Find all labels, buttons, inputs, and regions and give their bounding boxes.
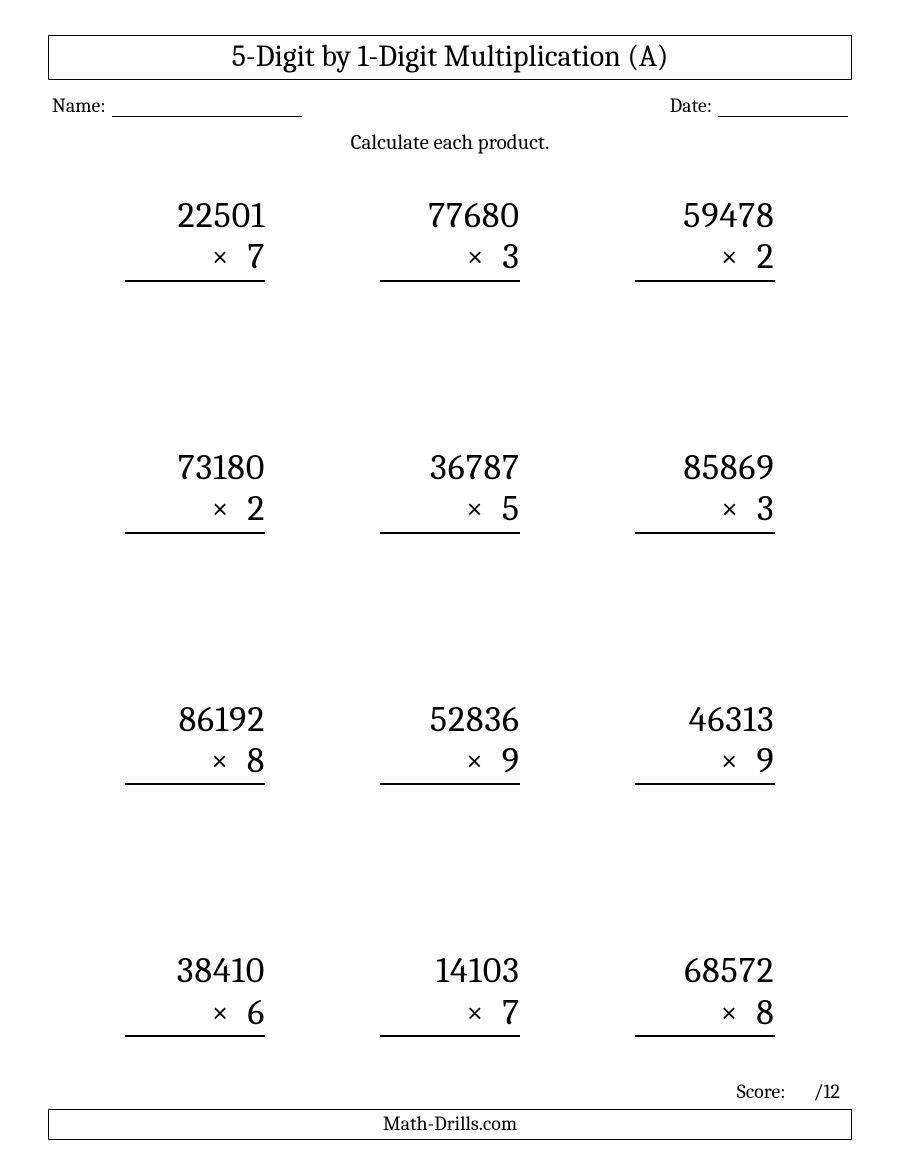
problem: 68572×8 — [612, 950, 797, 1072]
multiplier-row: ×5 — [380, 488, 520, 533]
multiplicand: 73180 — [125, 447, 265, 488]
date-field: Date: — [670, 94, 848, 117]
multiplier: 8 — [247, 740, 265, 781]
multiplicand: 68572 — [635, 950, 775, 991]
problems-grid: 22501×777680×359478×273180×236787×585869… — [48, 195, 852, 1072]
multiplier-row: ×7 — [125, 236, 265, 281]
multiplicand: 52836 — [380, 699, 520, 740]
multiplier: 7 — [502, 992, 520, 1033]
score-total: /12 — [814, 1080, 840, 1103]
multiply-icon: × — [467, 240, 485, 275]
problem: 59478×2 — [612, 195, 797, 317]
problem: 22501×7 — [103, 195, 288, 317]
multiplier: 3 — [757, 488, 775, 529]
multiplier: 3 — [502, 236, 520, 277]
multiplicand: 59478 — [635, 195, 775, 236]
multiplier-row: ×8 — [635, 992, 775, 1037]
multiplicand: 86192 — [125, 699, 265, 740]
score-row: Score: /12 — [48, 1080, 852, 1103]
problem: 46313×9 — [612, 699, 797, 821]
multiplier: 9 — [502, 740, 520, 781]
multiplier-row: ×9 — [380, 740, 520, 785]
multiplier-row: ×3 — [635, 488, 775, 533]
multiplicand: 14103 — [380, 950, 520, 991]
instruction-text: Calculate each product. — [48, 131, 852, 155]
multiplier: 2 — [757, 236, 775, 277]
multiplier: 9 — [756, 740, 774, 781]
multiply-icon: × — [721, 996, 739, 1031]
multiplier-row: ×2 — [635, 236, 775, 281]
multiply-icon: × — [212, 240, 230, 275]
multiplier: 7 — [247, 236, 265, 277]
problem: 52836×9 — [358, 699, 543, 821]
problem: 38410×6 — [103, 950, 288, 1072]
multiply-icon: × — [466, 996, 484, 1031]
name-field: Name: — [52, 94, 302, 117]
multiplier-row: ×6 — [125, 992, 265, 1037]
multiplier: 8 — [756, 992, 774, 1033]
score-label: Score: — [737, 1080, 786, 1103]
multiplier-row: ×7 — [380, 992, 520, 1037]
name-label: Name: — [52, 94, 106, 117]
multiplier-row: ×8 — [125, 740, 265, 785]
multiplier: 5 — [502, 488, 520, 529]
multiplier-row: ×9 — [635, 740, 775, 785]
problem: 86192×8 — [103, 699, 288, 821]
multiply-icon: × — [466, 492, 484, 527]
worksheet-page: 5-Digit by 1-Digit Multiplication (A) Na… — [0, 0, 900, 1165]
date-label: Date: — [670, 94, 712, 117]
page-title: 5-Digit by 1-Digit Multiplication (A) — [48, 35, 852, 80]
problem: 85869×3 — [612, 447, 797, 569]
multiplicand: 85869 — [635, 447, 775, 488]
multiplicand: 46313 — [635, 699, 775, 740]
date-blank-line[interactable] — [718, 97, 848, 117]
multiply-icon: × — [211, 744, 229, 779]
multiply-icon: × — [212, 492, 230, 527]
multiplier: 6 — [247, 992, 265, 1033]
multiplicand: 77680 — [380, 195, 520, 236]
meta-row: Name: Date: — [48, 94, 852, 117]
problem: 77680×3 — [358, 195, 543, 317]
problem: 36787×5 — [358, 447, 543, 569]
multiply-icon: × — [721, 744, 739, 779]
multiplier-row: ×3 — [380, 236, 520, 281]
multiplicand: 36787 — [380, 447, 520, 488]
multiplicand: 22501 — [125, 195, 265, 236]
name-blank-line[interactable] — [112, 97, 302, 117]
multiply-icon: × — [466, 744, 484, 779]
multiplicand: 38410 — [125, 950, 265, 991]
multiply-icon: × — [212, 996, 230, 1031]
problem: 14103×7 — [358, 950, 543, 1072]
multiply-icon: × — [721, 492, 739, 527]
multiplier-row: ×2 — [125, 488, 265, 533]
multiplier: 2 — [247, 488, 265, 529]
footer: Math-Drills.com — [48, 1109, 852, 1140]
multiply-icon: × — [721, 240, 739, 275]
problem: 73180×2 — [103, 447, 288, 569]
